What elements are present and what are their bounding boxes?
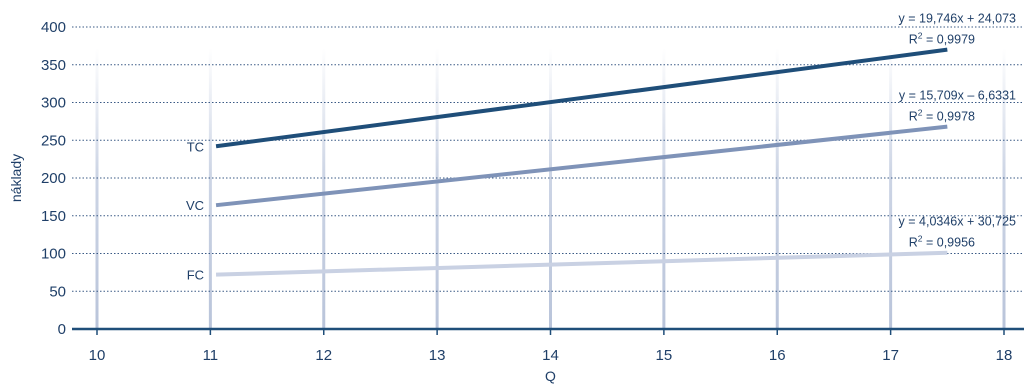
r-squared-exponent: 2	[918, 108, 923, 118]
trendline-equation: y = 4,0346x + 30,725	[899, 215, 1017, 229]
x-tick-label: 13	[429, 347, 446, 364]
r-squared-exponent: 2	[918, 31, 923, 41]
series-lines	[215, 47, 948, 277]
r-squared-exponent: 2	[918, 234, 923, 244]
x-tick-label: 11	[203, 347, 219, 364]
x-axis-title: Q	[545, 368, 556, 384]
series-line-vc	[215, 124, 948, 208]
r-squared: R2 = 0,9956	[909, 234, 975, 250]
x-gridline	[1002, 48, 1006, 329]
y-tick-label: 350	[41, 57, 66, 74]
r-squared: R2 = 0,9979	[909, 31, 975, 47]
x-gridline	[208, 48, 212, 329]
axes	[72, 327, 1024, 335]
series-label-tc: TC	[187, 139, 204, 154]
y-tick-label: 250	[41, 132, 66, 149]
x-gridline	[322, 48, 326, 329]
x-gridline	[549, 48, 552, 329]
r-squared: R2 = 0,9978	[909, 108, 975, 124]
x-gridline	[775, 48, 779, 329]
r-squared-symbol: R	[909, 33, 918, 47]
y-tick-label: 200	[41, 170, 66, 187]
trendline-equation: y = 19,746x + 24,073	[899, 12, 1017, 26]
r-squared-value: = 0,9978	[923, 110, 976, 124]
tick-labels: 0 50 100 150 200 250 300 350 400 10 11 12 13 14 15 16 17…	[41, 19, 1012, 364]
x-gridline	[889, 48, 893, 329]
x-tick-label: 15	[656, 347, 673, 364]
r-squared-value: = 0,9956	[923, 236, 976, 250]
y-tick-label: 50	[49, 283, 66, 300]
series-line-fc	[215, 250, 948, 277]
x-tick-label: 18	[996, 347, 1013, 364]
x-tick-label: 17	[882, 347, 899, 364]
trendline-equation: y = 15,709x – 6,6331	[899, 89, 1016, 103]
y-tick-label: 150	[41, 208, 66, 225]
y-tick-label: 100	[41, 246, 66, 263]
x-tick-label: 14	[542, 347, 559, 364]
r-squared-symbol: R	[909, 236, 918, 250]
series-label-fc: FC	[187, 268, 204, 283]
horizontal-gridlines	[72, 26, 1024, 292]
x-gridline	[662, 48, 666, 329]
x-gridline	[435, 48, 439, 329]
series-line-tc	[215, 47, 948, 149]
y-tick-label: 400	[41, 19, 66, 36]
r-squared-value: = 0,9979	[923, 33, 976, 47]
vertical-gridlines	[95, 48, 1006, 329]
series-label-vc: VC	[186, 198, 204, 213]
x-tick-label: 10	[89, 347, 106, 364]
x-gridline	[95, 48, 99, 329]
y-axis-title: náklady	[8, 154, 24, 202]
x-tick-label: 12	[315, 347, 332, 364]
x-tick-label: 16	[769, 347, 786, 364]
r-squared-symbol: R	[909, 110, 918, 124]
y-tick-label: 300	[41, 95, 66, 112]
y-tick-label: 0	[58, 321, 66, 338]
